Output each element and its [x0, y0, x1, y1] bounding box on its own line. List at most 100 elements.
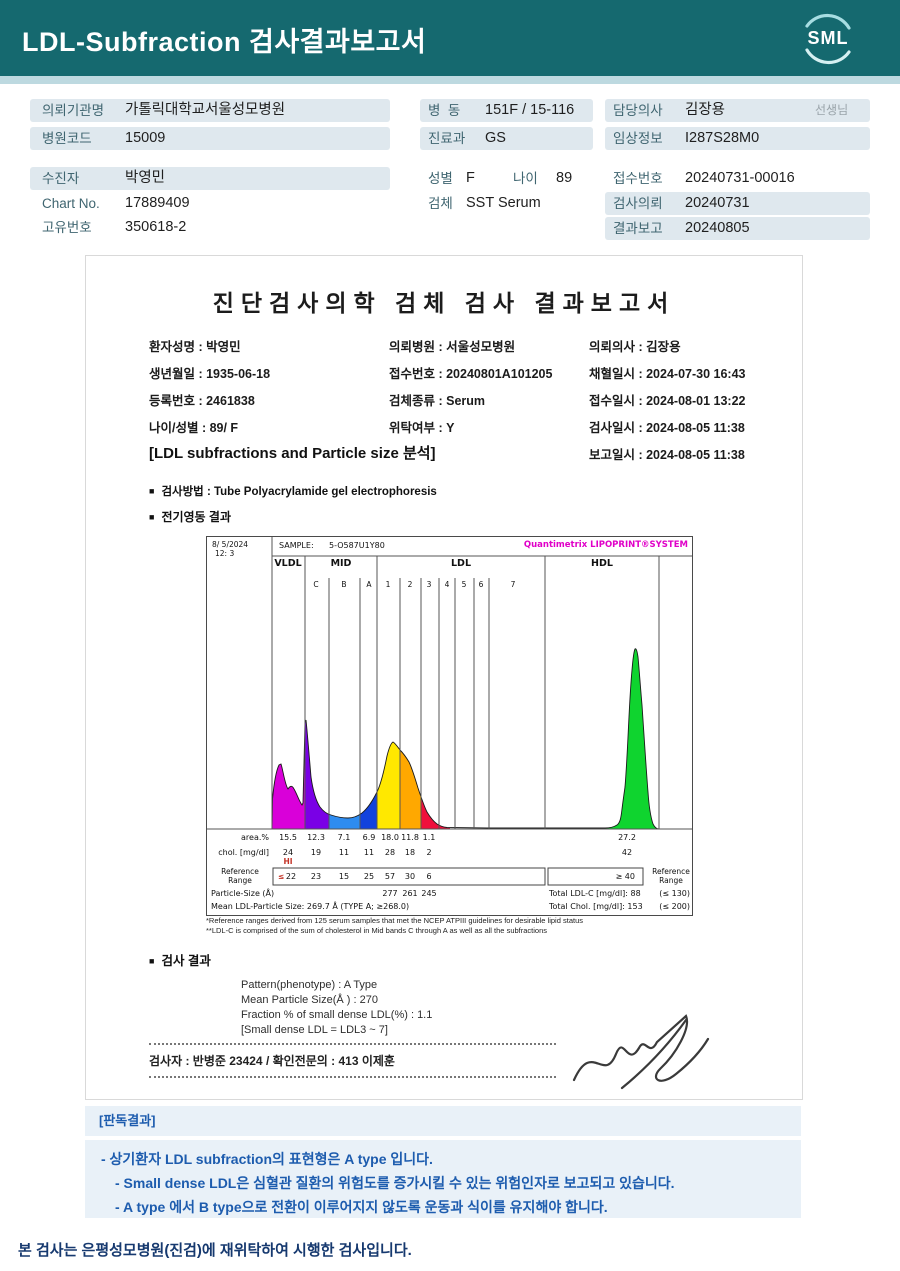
- chart-label: 12.3: [307, 833, 325, 842]
- chart-label: 5: [461, 580, 467, 589]
- report-date-value: 20240805: [685, 220, 750, 236]
- field-org: [30, 99, 390, 122]
- receipt-label: 접수번호: [613, 171, 663, 186]
- doc-section-title: [LDL subfractions and Particle size 분석]: [149, 445, 436, 462]
- sex-value: F: [466, 170, 475, 186]
- chart-label: HDL: [591, 558, 613, 569]
- doctor-value: 김장용: [685, 102, 726, 118]
- uid-label: 고유번호: [42, 220, 92, 235]
- chart-label: 4: [444, 580, 450, 589]
- age-label: 나이: [513, 171, 538, 186]
- interpretation-heading: [판독결과]: [99, 1113, 156, 1128]
- patient-value: 박영민: [125, 170, 166, 186]
- interpretation-line: - A type 에서 B type으로 전환이 이루어지지 않도록 운동과 식…: [115, 1199, 608, 1215]
- sample-label: SAMPLE:: [279, 541, 314, 550]
- chart-label: 19: [310, 848, 322, 857]
- doc-method-bullet: ■ 검사방법 : Tube Polyacrylamide gel electrop…: [149, 483, 437, 499]
- specimen-label: 검체: [428, 196, 453, 211]
- doc-title: 진단검사의학 검체 검사 결과보고서: [212, 290, 676, 316]
- doc-field: 접수일시 : 2024-08-01 13:22: [589, 394, 746, 408]
- page-title: LDL-Subfraction 검사결과보고서: [22, 27, 427, 57]
- ward-label: 병 동: [428, 103, 461, 118]
- chart-label: C: [313, 580, 319, 589]
- doc-field: 의뢰의사 : 김장용: [589, 340, 681, 354]
- chart-label: MID: [330, 558, 352, 569]
- sample-id: 5-O587U1Y80: [329, 541, 385, 550]
- doc-field: 의뢰병원 : 서울성모병원: [389, 340, 516, 354]
- doc-method-text: 검사방법 : Tube Polyacrylamide gel electroph…: [161, 486, 437, 498]
- field-doctor: [605, 99, 870, 122]
- chart-label: 28: [384, 848, 396, 857]
- specimen-value: SST Serum: [466, 195, 541, 211]
- field-clinical: [605, 127, 870, 150]
- field-request-date: [605, 192, 870, 215]
- lipoprint-chart: [207, 537, 692, 886]
- chart-label: 2: [426, 848, 432, 857]
- chart-label: 245: [421, 889, 437, 898]
- doc-field: 위탁여부 : Y: [389, 421, 455, 435]
- chart-label: 7.1: [337, 833, 351, 842]
- doc-field: 보고일시 : 2024-08-05 11:38: [589, 448, 745, 462]
- chart-label: 57: [384, 872, 396, 881]
- chart-label: LDL: [451, 558, 471, 569]
- chart-label: 2: [407, 580, 413, 589]
- doc-field: 나이/성별 : 89/ F: [149, 421, 239, 435]
- field-hosp-code: [30, 127, 390, 150]
- ward-value: 151F / 15-116: [485, 102, 575, 118]
- result-line: Mean Particle Size(Å ) : 270: [241, 994, 378, 1006]
- total-ldl-c: Total LDL-C [mg/dl]: 88: [549, 889, 641, 898]
- doctor-label: 담당의사: [613, 103, 663, 118]
- chart-label: 277: [382, 889, 398, 898]
- instrument-label: Quantimetrix LIPOPRINT®SYSTEM: [523, 540, 688, 550]
- lipoprint-chart-labels: 8/ 5/2024 12: 3 SAMPLE: 5-O587U1Y80 Quan…: [207, 537, 692, 915]
- chart-label: 11: [363, 848, 375, 857]
- scan-date: 8/ 5/2024: [212, 540, 249, 549]
- examiner-line: 검사자 : 반병준 23424 / 확인전문의 : 413 이제훈: [149, 1054, 395, 1068]
- doctor-honorific: 선생님: [815, 103, 849, 117]
- chart-label: VLDL: [274, 558, 302, 569]
- dept-value: GS: [485, 130, 506, 146]
- chart-label: 6.9: [362, 833, 376, 842]
- dept-label: 진료과: [428, 131, 466, 146]
- square-bullet-icon: ■: [149, 486, 155, 496]
- org-value: 가톨릭대학교서울성모병원: [125, 102, 286, 118]
- chart-label: 15: [338, 872, 350, 881]
- patient-label: 수진자: [42, 171, 80, 186]
- doc-field: 검사일시 : 2024-08-05 11:38: [589, 421, 745, 435]
- footer-note: 본 검사는 은평성모병원(진검)에 재위탁하여 시행한 검사입니다.: [18, 1242, 412, 1259]
- scan-time: 12: 3: [215, 549, 235, 558]
- dashed-divider: [149, 1076, 556, 1078]
- chart-footnote-1: *Reference ranges derived from 125 serum…: [206, 916, 583, 925]
- chart-no-value: 17889409: [125, 195, 190, 211]
- chart-footnote-2: **LDL-C is comprised of the sum of chole…: [206, 926, 548, 935]
- chart-no-label: Chart No.: [42, 196, 100, 211]
- particle-row-label: Particle-Size (Å): [211, 889, 275, 898]
- chart-label: 42: [621, 848, 633, 857]
- chart-label: 24: [282, 848, 294, 857]
- chart-label: 18.0: [381, 833, 399, 842]
- interpretation-body: - 상기환자 LDL subfraction의 표현형은 A type 입니다.…: [85, 1140, 801, 1218]
- request-date-value: 20240731: [685, 195, 750, 211]
- mean-particle-size: Mean LDL-Particle Size: 269.7 Å (TYPE A;…: [211, 902, 410, 911]
- signature: [572, 1014, 710, 1090]
- field-report-date: [605, 217, 870, 240]
- square-bullet-icon: ■: [149, 956, 155, 966]
- chart-label: 261: [402, 889, 418, 898]
- chart-label: ≥ 40: [615, 872, 635, 881]
- chart-label: 30: [404, 872, 416, 881]
- chart-label: 6: [426, 872, 432, 881]
- chart-label: 11.8: [401, 833, 419, 842]
- scanned-report-page: 진단검사의학 검체 검사 결과보고서 환자성명 : 박영민 생년월일 : 193…: [85, 255, 803, 1100]
- doc-electro-bullet: ■ 전기영동 결과: [149, 508, 231, 525]
- chol-row-label: chol. [mg/dl]: [218, 848, 269, 857]
- chart-label: 27.2: [618, 833, 636, 842]
- chart-label: 15.5: [279, 833, 297, 842]
- chart-label: 7: [510, 580, 516, 589]
- chart-label: 23: [310, 872, 322, 881]
- field-patient: [30, 167, 390, 190]
- clinical-value: I287S28M0: [685, 130, 760, 146]
- result-line: Pattern(phenotype) : A Type: [241, 979, 378, 991]
- chart-label: A: [366, 580, 372, 589]
- chart-label: 18: [404, 848, 416, 857]
- field-dept: [420, 127, 593, 150]
